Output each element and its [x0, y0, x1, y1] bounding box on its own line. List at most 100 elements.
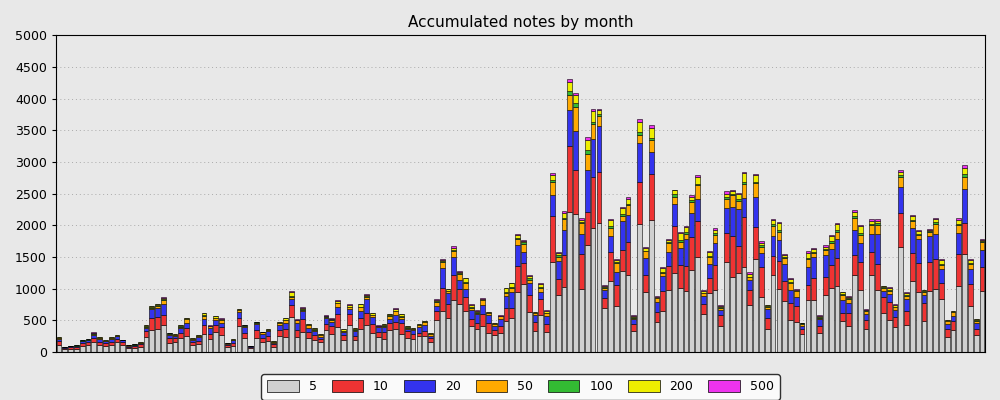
Bar: [277, 322, 282, 323]
Bar: [643, 248, 648, 251]
Bar: [684, 234, 688, 239]
Bar: [138, 343, 143, 344]
Bar: [695, 221, 700, 257]
Bar: [254, 322, 259, 323]
Bar: [527, 275, 532, 276]
Bar: [904, 325, 909, 352]
Bar: [933, 234, 938, 259]
Bar: [434, 320, 439, 352]
Bar: [306, 328, 311, 332]
Bar: [469, 307, 474, 308]
Bar: [161, 300, 166, 304]
Bar: [208, 328, 212, 334]
Bar: [196, 337, 201, 341]
Bar: [341, 335, 346, 340]
Bar: [730, 190, 735, 191]
Bar: [550, 182, 555, 195]
Bar: [451, 246, 456, 248]
Bar: [684, 239, 688, 266]
Bar: [521, 252, 526, 263]
Bar: [956, 286, 961, 352]
Bar: [457, 271, 462, 272]
Bar: [213, 320, 218, 325]
Bar: [155, 305, 160, 306]
Bar: [173, 335, 177, 336]
Bar: [875, 234, 880, 264]
Bar: [858, 290, 863, 352]
Bar: [370, 324, 375, 333]
Bar: [161, 304, 166, 315]
Bar: [138, 342, 143, 343]
Bar: [74, 348, 79, 352]
Bar: [266, 341, 270, 352]
Bar: [666, 252, 671, 266]
Bar: [196, 341, 201, 344]
Bar: [852, 212, 857, 216]
Bar: [614, 263, 619, 272]
Bar: [643, 251, 648, 258]
Bar: [283, 329, 288, 337]
Bar: [440, 262, 445, 268]
Bar: [86, 340, 90, 342]
Bar: [585, 154, 590, 170]
Bar: [713, 265, 717, 290]
Bar: [811, 253, 816, 257]
Bar: [858, 226, 863, 233]
Bar: [788, 279, 793, 282]
Bar: [829, 236, 834, 241]
Bar: [951, 312, 955, 316]
Bar: [649, 140, 654, 152]
Bar: [980, 292, 984, 352]
Bar: [666, 266, 671, 290]
Bar: [980, 250, 984, 267]
Bar: [602, 284, 607, 286]
Bar: [411, 334, 415, 339]
Bar: [875, 221, 880, 222]
Bar: [509, 292, 514, 308]
Bar: [335, 301, 340, 302]
Bar: [806, 285, 810, 300]
Bar: [864, 311, 868, 314]
Bar: [771, 226, 775, 236]
Bar: [318, 340, 323, 342]
Bar: [74, 346, 79, 348]
Bar: [829, 249, 834, 265]
Bar: [591, 122, 595, 124]
Bar: [747, 272, 752, 274]
Bar: [202, 334, 206, 352]
Bar: [515, 245, 520, 266]
Bar: [97, 345, 102, 352]
Bar: [457, 290, 462, 304]
Bar: [742, 198, 746, 217]
Bar: [527, 283, 532, 295]
Bar: [469, 304, 474, 305]
Bar: [637, 122, 642, 132]
Bar: [57, 339, 61, 341]
Bar: [486, 315, 491, 323]
Bar: [550, 180, 555, 182]
Bar: [469, 326, 474, 352]
Bar: [277, 336, 282, 352]
Bar: [753, 196, 758, 227]
Bar: [57, 345, 61, 352]
Bar: [701, 293, 706, 296]
Bar: [289, 317, 294, 352]
Bar: [469, 310, 474, 319]
Bar: [852, 218, 857, 230]
Bar: [341, 332, 346, 335]
Bar: [440, 260, 445, 261]
Bar: [567, 92, 572, 95]
Bar: [747, 290, 752, 305]
Bar: [811, 248, 816, 249]
Bar: [347, 309, 352, 314]
Bar: [173, 342, 177, 352]
Bar: [300, 308, 305, 309]
Bar: [718, 306, 723, 307]
Bar: [463, 278, 468, 282]
Bar: [527, 276, 532, 278]
Bar: [538, 299, 543, 315]
Bar: [486, 312, 491, 313]
Bar: [318, 342, 323, 352]
Bar: [370, 318, 375, 324]
Bar: [271, 342, 276, 343]
